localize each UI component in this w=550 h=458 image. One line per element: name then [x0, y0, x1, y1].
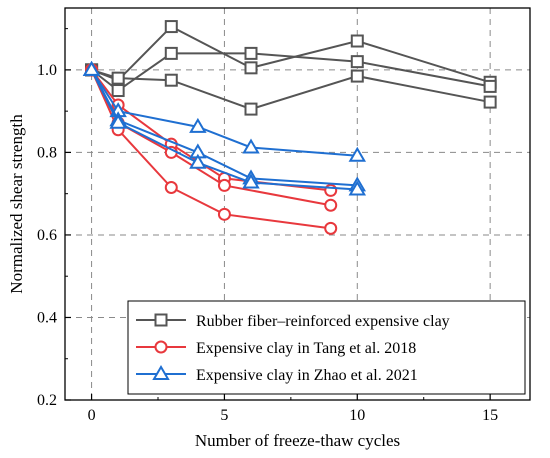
data-point-marker: [244, 61, 258, 75]
data-point-marker: [164, 73, 178, 87]
series-line: [90, 52, 491, 92]
data-point-marker: [217, 207, 231, 221]
data-point-marker: [324, 221, 338, 235]
data-point-marker: [164, 20, 178, 34]
legend-label: Expensive clay in Tang et al. 2018: [196, 340, 416, 357]
x-tick-label: 0: [88, 407, 96, 424]
data-point-marker: [189, 117, 207, 133]
data-point-marker: [348, 180, 367, 196]
data-point-marker: [242, 138, 260, 154]
y-tick-label: 0.8: [37, 144, 57, 161]
legend-label: Rubber fiber–reinforced expensive clay: [196, 313, 450, 330]
legend-marker: [152, 365, 170, 380]
data-point-marker: [164, 46, 178, 60]
series-line: [91, 25, 491, 84]
legend-label: Expensive clay in Zhao et al. 2021: [196, 367, 418, 384]
legend-item: Expensive clay in Tang et al. 2018: [136, 340, 416, 357]
data-point-marker: [244, 102, 258, 116]
x-tick-label: 5: [220, 407, 228, 424]
x-tick-label: 10: [349, 407, 365, 424]
data-point-marker: [483, 79, 497, 93]
series-group: [85, 46, 497, 98]
legend: Rubber fiber–reinforced expensive clay Ex…: [127, 300, 526, 395]
x-axis-title: Number of freeze-thaw cycles: [195, 431, 400, 450]
y-tick-label: 0.6: [37, 227, 57, 244]
legend-marker: [154, 340, 168, 354]
data-point-marker: [111, 84, 125, 98]
series-group: [82, 60, 367, 196]
data-point-marker: [350, 34, 364, 48]
y-tick-label: 0.4: [37, 309, 57, 326]
data-point-marker: [111, 71, 125, 85]
data-point-marker: [348, 146, 367, 162]
data-point-marker: [109, 113, 127, 129]
data-point-marker: [483, 95, 497, 109]
data-point-marker: [189, 153, 207, 169]
series-group: [85, 20, 497, 89]
y-tick-label: 1.0: [37, 62, 57, 79]
series-line: [90, 69, 331, 192]
axis-ticks: 0 5 10 15 0.2 0.4 0.6 0.8 1.0: [37, 28, 498, 424]
y-tick-label: 0.2: [37, 392, 57, 409]
legend-item: Rubber fiber–reinforced expensive clay: [136, 313, 450, 330]
data-point-marker: [217, 178, 231, 192]
data-point-marker: [244, 46, 258, 60]
x-tick-label: 15: [482, 407, 498, 424]
data-point-marker: [164, 180, 178, 194]
data-point-marker: [242, 173, 260, 189]
series-group: [85, 63, 497, 116]
legend-marker: [154, 313, 168, 327]
legend-box: [127, 300, 526, 395]
legend-item: Expensive clay in Zhao et al. 2021: [136, 365, 418, 384]
data-point-marker: [350, 69, 364, 83]
plot-frame: [64, 7, 531, 401]
data-point-marker: [324, 183, 338, 197]
data-point-marker: [324, 198, 338, 212]
data-point-marker: [350, 55, 364, 69]
series-lines: [82, 20, 497, 235]
y-axis-title: Normalized shear strength: [7, 114, 26, 294]
data-point-marker: [82, 60, 101, 76]
